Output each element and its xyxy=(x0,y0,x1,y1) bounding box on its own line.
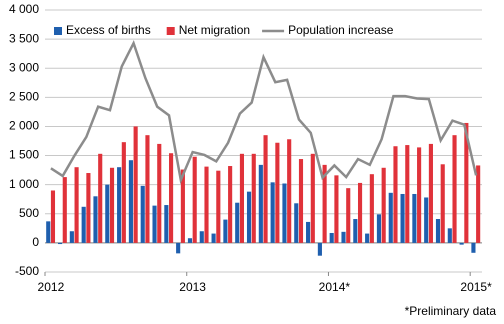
bar xyxy=(346,188,351,243)
bar xyxy=(62,177,67,243)
bar xyxy=(152,205,157,243)
bar xyxy=(98,153,103,243)
bar xyxy=(251,153,256,243)
bar xyxy=(452,135,457,243)
bar xyxy=(412,193,417,243)
bar xyxy=(157,143,162,243)
bar xyxy=(223,219,228,243)
bar xyxy=(169,153,174,243)
bar xyxy=(258,164,263,243)
bar xyxy=(294,203,299,243)
bar xyxy=(246,191,252,243)
bar xyxy=(381,167,386,243)
legend-swatch xyxy=(54,27,62,35)
bar xyxy=(357,182,363,243)
bar xyxy=(263,135,268,243)
bar xyxy=(105,184,110,243)
bar xyxy=(239,153,245,243)
line xyxy=(50,39,478,185)
x-tick-label: 2015* xyxy=(460,280,492,294)
bar xyxy=(199,231,204,243)
bar xyxy=(216,170,221,243)
legend-label: Excess of births xyxy=(66,23,151,37)
bar xyxy=(306,221,311,243)
bar xyxy=(235,202,240,243)
bar xyxy=(93,196,98,243)
bar xyxy=(81,206,86,243)
bar xyxy=(228,166,233,243)
bar xyxy=(282,183,287,243)
legend-swatch xyxy=(166,27,175,35)
y-tick-label: 0 xyxy=(32,235,39,249)
bar xyxy=(400,193,405,243)
bar xyxy=(74,167,79,243)
bar xyxy=(117,167,122,243)
bar xyxy=(417,147,422,243)
footnote: *Preliminary data xyxy=(405,304,497,318)
bar xyxy=(109,167,115,243)
bar xyxy=(121,142,126,243)
y-tick-label: 500 xyxy=(19,206,39,220)
bar xyxy=(86,173,91,243)
bar xyxy=(145,135,150,243)
bar xyxy=(133,126,138,243)
y-tick-label: 2 000 xyxy=(9,119,39,133)
legend-label: Net migration xyxy=(179,23,250,37)
bar xyxy=(365,233,370,243)
y-tick-label: 2 500 xyxy=(9,90,39,104)
bar xyxy=(298,159,304,243)
bar xyxy=(270,182,275,243)
bar xyxy=(180,169,185,243)
x-tick-label: 2013 xyxy=(179,280,206,294)
y-tick-label: -500 xyxy=(15,264,39,278)
bar xyxy=(176,242,181,254)
bar xyxy=(287,139,292,243)
bar xyxy=(341,231,346,243)
bar xyxy=(334,175,339,243)
bar xyxy=(204,166,209,243)
bar xyxy=(140,185,145,243)
bar xyxy=(459,242,464,245)
bar xyxy=(317,242,322,256)
bar xyxy=(440,164,445,243)
bar xyxy=(211,233,216,243)
bar xyxy=(128,160,133,243)
bar xyxy=(46,221,51,243)
bar xyxy=(353,219,358,243)
bar xyxy=(388,192,393,243)
bar xyxy=(275,142,280,243)
bar xyxy=(405,145,410,243)
bar xyxy=(164,205,169,243)
bar xyxy=(424,197,429,243)
y-tick-label: 4 000 xyxy=(9,2,39,16)
x-tick-label: 2012 xyxy=(38,280,65,294)
bar xyxy=(464,122,469,243)
bar xyxy=(447,228,452,243)
bar xyxy=(187,238,193,243)
bar xyxy=(435,219,441,243)
bar xyxy=(476,165,481,243)
bar xyxy=(69,231,74,243)
y-tick-label: 1 000 xyxy=(9,177,39,191)
bar xyxy=(369,174,374,243)
bar xyxy=(393,146,398,243)
bar xyxy=(50,190,56,243)
bar xyxy=(192,156,197,243)
x-tick-label: 2014* xyxy=(319,280,351,294)
bar xyxy=(310,153,315,243)
y-tick-label: 1 500 xyxy=(9,148,39,162)
legend-label: Population increase xyxy=(288,23,394,37)
bar xyxy=(471,242,476,253)
y-tick-label: 3 000 xyxy=(9,60,39,74)
bar xyxy=(329,232,334,243)
bar xyxy=(57,242,63,245)
bar xyxy=(376,214,382,243)
bar xyxy=(428,143,433,243)
bar xyxy=(322,164,327,243)
y-tick-label: 3 500 xyxy=(9,31,39,45)
